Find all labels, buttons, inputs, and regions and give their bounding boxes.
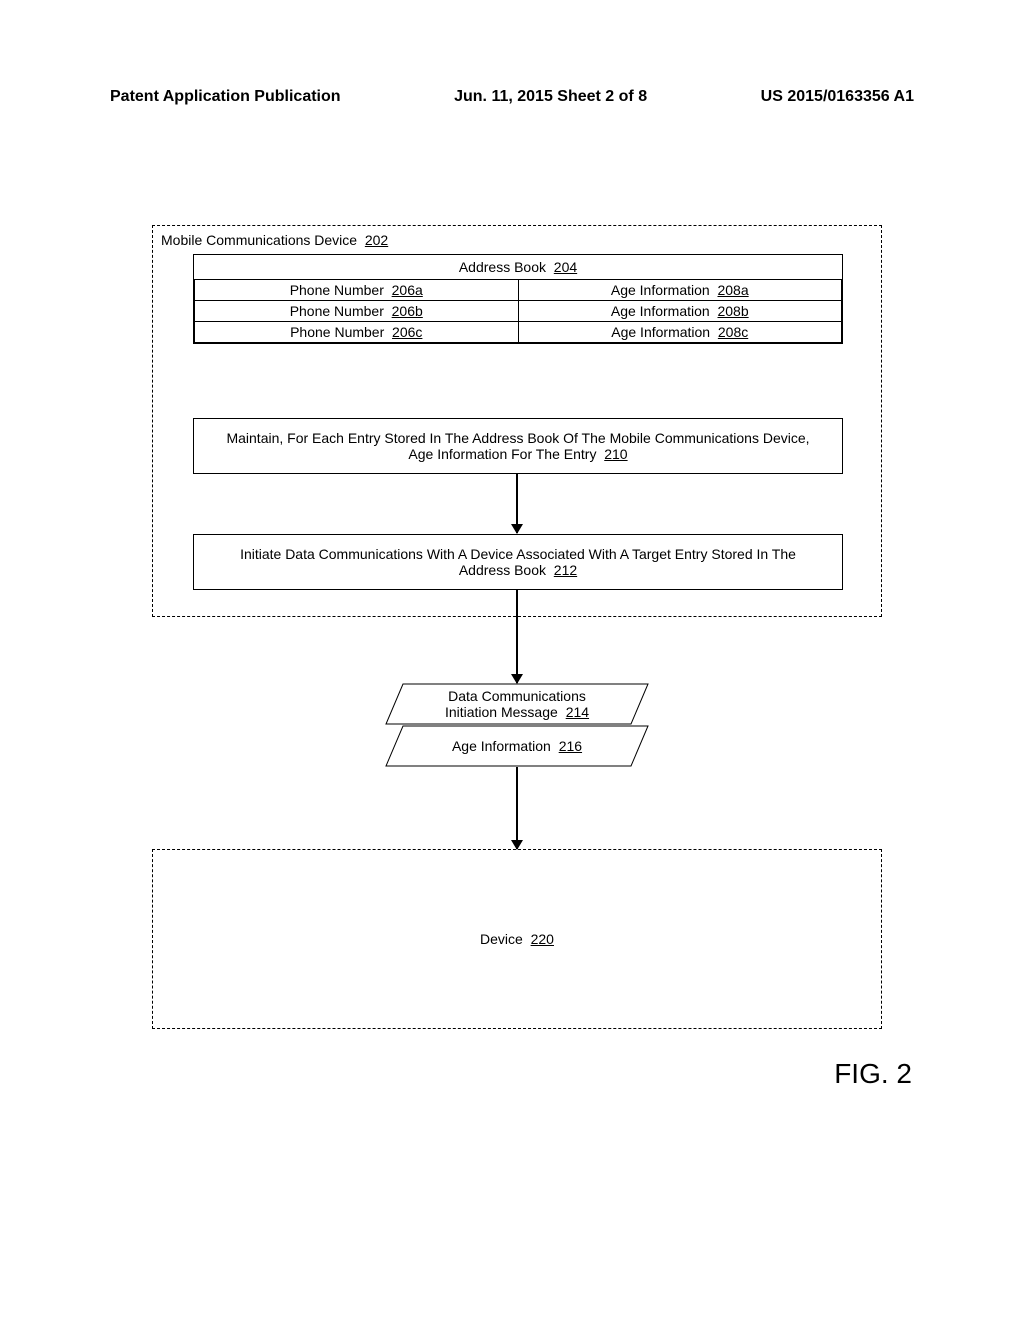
age-label: Age Information [611, 324, 710, 340]
mobile-device-label-text: Mobile Communications Device [161, 232, 357, 248]
process-210-line1: Maintain, For Each Entry Stored In The A… [226, 430, 809, 446]
age-ref: 208c [718, 324, 748, 340]
process-210-box: Maintain, For Each Entry Stored In The A… [193, 418, 843, 474]
message-group: Data Communications Initiation Message 2… [385, 683, 649, 767]
message-216-box: Age Information 216 [385, 725, 649, 767]
age-cell: Age Information 208a [518, 280, 843, 301]
device-220-text: Device [480, 931, 523, 947]
age-ref: 208a [717, 282, 748, 298]
address-book-204: Address Book 204 Phone Number 206a Age I… [193, 254, 843, 344]
age-ref: 208b [717, 303, 748, 319]
phone-cell: Phone Number 206c [194, 322, 518, 343]
figure-label: FIG. 2 [834, 1058, 912, 1090]
process-212-box: Initiate Data Communications With A Devi… [193, 534, 843, 590]
address-book-ref: 204 [554, 259, 577, 275]
phone-label: Phone Number [290, 303, 384, 319]
age-cell: Age Information 208b [518, 301, 843, 322]
message-214-ref: 214 [566, 704, 589, 720]
process-212-ref: 212 [554, 562, 577, 578]
device-220-ref: 220 [531, 931, 554, 947]
header-right: US 2015/0163356 A1 [761, 88, 914, 106]
age-cell: Age Information 208c [518, 322, 843, 343]
phone-label: Phone Number [290, 324, 384, 340]
process-212-line1: Initiate Data Communications With A Devi… [240, 546, 796, 562]
age-label: Age Information [611, 303, 710, 319]
message-214-line2-text: Initiation Message [445, 704, 558, 720]
age-label: Age Information [611, 282, 710, 298]
process-212-line2-text: Address Book [459, 562, 546, 578]
header-left: Patent Application Publication [110, 88, 341, 106]
message-216-line1-text: Age Information [452, 738, 551, 754]
phone-ref: 206c [392, 324, 422, 340]
message-214-box: Data Communications Initiation Message 2… [385, 683, 649, 725]
device-220-box: Device 220 [152, 849, 882, 1029]
phone-ref: 206a [392, 282, 423, 298]
address-book-row: Phone Number 206c Age Information 208c [194, 322, 842, 343]
phone-cell: Phone Number 206a [194, 280, 518, 301]
mobile-device-202-label: Mobile Communications Device 202 [161, 232, 388, 248]
mobile-device-202-box: Mobile Communications Device 202 Address… [152, 225, 882, 617]
arrow-216-to-220 [516, 767, 518, 849]
address-book-row: Phone Number 206a Age Information 208a [194, 280, 842, 301]
address-book-header: Address Book 204 [194, 255, 842, 280]
message-214-line2: Initiation Message 214 [445, 704, 589, 720]
message-214-text: Data Communications Initiation Message 2… [385, 683, 649, 725]
process-210-ref: 210 [604, 446, 627, 462]
address-book-title: Address Book [459, 259, 546, 275]
process-212-line2: Address Book 212 [459, 562, 577, 578]
process-210-line2-text: Age Information For The Entry [408, 446, 596, 462]
device-220-label: Device 220 [480, 931, 554, 947]
address-book-row: Phone Number 206b Age Information 208b [194, 301, 842, 322]
message-214-line1: Data Communications [445, 688, 589, 704]
phone-label: Phone Number [290, 282, 384, 298]
phone-cell: Phone Number 206b [194, 301, 518, 322]
process-210-line2: Age Information For The Entry 210 [408, 446, 627, 462]
page-header: Patent Application Publication Jun. 11, … [0, 88, 1024, 106]
mobile-device-ref: 202 [365, 232, 388, 248]
phone-ref: 206b [392, 303, 423, 319]
message-216-text: Age Information 216 [385, 725, 649, 767]
message-216-ref: 216 [559, 738, 582, 754]
header-mid: Jun. 11, 2015 Sheet 2 of 8 [454, 88, 647, 106]
page: Patent Application Publication Jun. 11, … [0, 0, 1024, 1320]
